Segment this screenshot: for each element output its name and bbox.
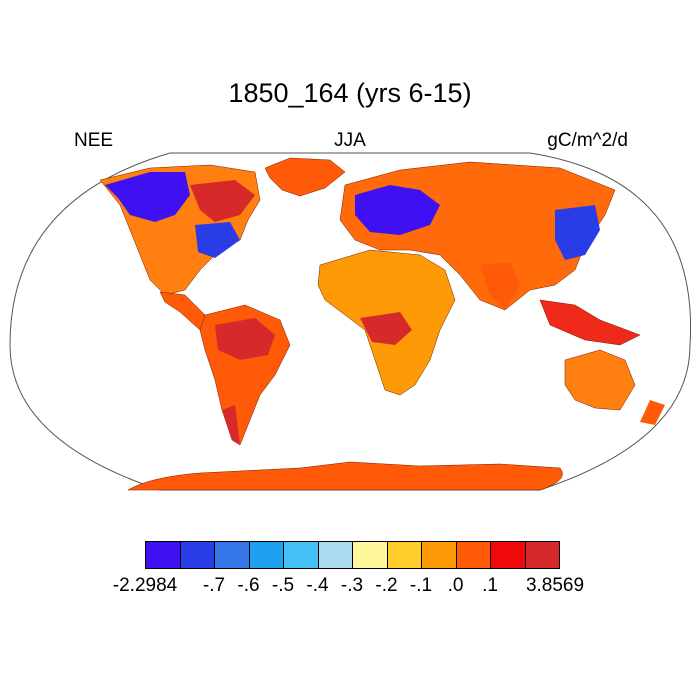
colorbar-label: -.2 [375,575,398,596]
colorbar-swatch [386,541,422,569]
region-south-america-south [222,405,240,445]
colorbar-label: -.5 [271,575,295,596]
region-hudson [190,180,255,222]
region-east-asia [555,205,600,260]
region-europe-boreal [355,185,440,235]
region-canada-boreal [105,172,190,222]
colorbar-swatch [214,541,250,569]
colorbar-swatch [352,541,388,569]
colorbar-label: 3.8569 [525,575,585,596]
region-new-zealand [640,400,665,425]
colorbar-swatch [179,541,215,569]
colorbar-swatch [145,541,181,569]
colorbar-swatch [490,541,526,569]
colorbar-swatch [524,541,560,569]
region-australia [564,349,636,411]
colorbar-swatch [455,541,491,569]
colorbar-label: -.3 [340,575,364,596]
right-string: gC/m^2/d [547,130,628,151]
region-india [480,262,520,310]
colorbar-label: -.1 [409,575,433,596]
colorbar-label: .0 [447,575,464,596]
region-southeast-asia [539,299,641,346]
region-central-africa [360,312,412,345]
colorbar-swatch [283,541,319,569]
colorbar-swatch [421,541,457,569]
colorbar-label: .1 [482,575,498,596]
colorbar-label: -.4 [306,575,329,596]
colorbar-label: -2.2984 [112,575,178,596]
colorbar-label: -.7 [202,575,226,596]
region-greenland [264,157,346,197]
colorbar-swatch [317,541,353,569]
colorbar-label: -.6 [237,575,260,596]
region-amazon [215,318,275,360]
region-eastern-us [195,222,240,258]
map-title: 1850_164 (yrs 6-15) [228,78,472,108]
left-string: NEE [74,130,114,151]
colorbar-swatch [248,541,284,569]
center-string: JJA [334,130,366,151]
region-antarctica [127,461,563,491]
